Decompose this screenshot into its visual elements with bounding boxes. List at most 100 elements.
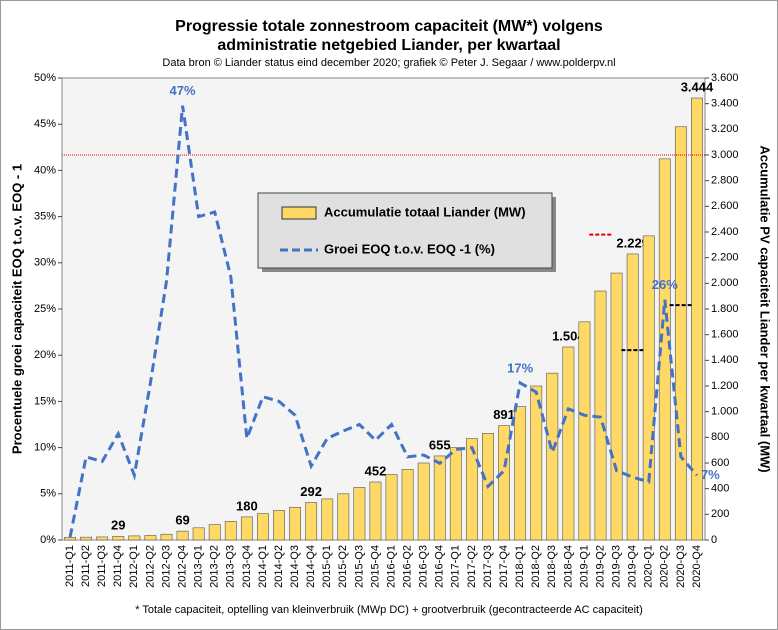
x-tick-label: 2016-Q4 — [434, 545, 446, 588]
bar — [224, 521, 237, 541]
x-tick-label: 2013-Q3 — [225, 545, 237, 588]
bar — [449, 447, 462, 541]
bar-value-label: 2.229 — [616, 235, 649, 250]
bar — [610, 272, 623, 541]
bar — [64, 537, 76, 541]
x-tick-label: 2012-Q3 — [160, 545, 172, 588]
bar — [160, 533, 173, 541]
y-tick-label: 0% — [40, 534, 56, 546]
x-tick-label: 2019-Q1 — [578, 545, 590, 588]
bar-value-label: 180 — [236, 498, 258, 513]
y2-tick-label: 1.000 — [711, 406, 739, 418]
bar-value-label: 891 — [493, 407, 515, 422]
x-tick-label: 2017-Q1 — [450, 545, 462, 588]
bar-value-label: 655 — [429, 437, 451, 452]
bar — [385, 474, 398, 541]
bar-value-label: 1.504 — [552, 328, 585, 343]
y-tick-label: 10% — [34, 442, 56, 454]
subtitle-part: eind december 2020 — [297, 57, 397, 69]
bar — [514, 406, 527, 541]
subtitle: Data bron © Liander status eind december… — [162, 57, 615, 69]
y-tick-label: 45% — [34, 118, 56, 130]
bar — [144, 535, 157, 541]
x-tick-label: 2019-Q2 — [594, 545, 606, 588]
y2-tick-label: 400 — [711, 483, 729, 495]
chart-title: Progressie totale zonnestroom capaciteit… — [175, 18, 603, 35]
y2-tick-label: 2.600 — [711, 200, 739, 212]
bar — [305, 502, 318, 541]
x-tick-label: 2014-Q2 — [273, 545, 285, 588]
x-tick-label: 2014-Q1 — [257, 545, 269, 588]
y2-tick-label: 3.600 — [711, 72, 739, 84]
bar — [208, 524, 221, 541]
subtitle-part: ; grafiek © Peter J. Segaar / www.polder… — [397, 57, 615, 69]
y2-tick-label: 2.400 — [711, 226, 739, 238]
bar — [498, 425, 510, 541]
x-tick-label: 2011-Q4 — [112, 545, 124, 587]
bar — [369, 481, 382, 541]
x-tick-label: 2016-Q3 — [418, 545, 430, 588]
x-tick-label: 2013-Q1 — [193, 545, 205, 588]
y-tick-label: 20% — [34, 349, 56, 361]
y-tick-label: 15% — [34, 395, 56, 407]
bar-value-label: 29 — [111, 518, 125, 533]
x-tick-label: 2018-Q2 — [530, 545, 542, 588]
bar — [691, 97, 703, 541]
x-tick-label: 2015-Q3 — [353, 545, 365, 588]
x-tick-label: 2015-Q1 — [321, 545, 333, 588]
bar — [321, 498, 334, 541]
line — [68, 105, 699, 538]
y2-tick-label: 1.200 — [711, 380, 739, 392]
bar — [562, 346, 575, 541]
bar — [192, 527, 205, 541]
x-tick-label: 2016-Q2 — [402, 545, 414, 588]
bar — [674, 126, 687, 541]
x-tick-label: 2012-Q1 — [128, 545, 140, 588]
bar — [96, 536, 109, 541]
y-axis-label: Procentuele groei capaciteit EOQ t.o.v. … — [9, 164, 24, 454]
x-tick-label: 2020-Q2 — [659, 545, 671, 588]
line-value-label: 17% — [507, 360, 533, 375]
bar — [401, 469, 414, 541]
bar-value-label: 292 — [300, 484, 322, 499]
plot: 0% 5% 10% 15% 20% 25% 30% 35% 40% 45% 50% 0 200 400 60… — [34, 72, 739, 588]
bar — [273, 510, 285, 541]
bar — [626, 253, 639, 541]
y2-tick-label: 3.000 — [711, 149, 739, 161]
bar — [546, 372, 559, 541]
x-tick-label: 2011-Q1 — [64, 545, 76, 587]
bar — [530, 385, 543, 541]
line-value-label: 7% — [701, 467, 720, 482]
legend — [257, 192, 553, 269]
x-tick-label: 2014-Q4 — [305, 545, 317, 588]
y-tick-label: 5% — [40, 488, 56, 500]
x-tick-label: 2017-Q3 — [482, 545, 494, 588]
y2-tick-label: 1.800 — [711, 303, 739, 315]
bar-value-label: 69 — [175, 513, 189, 528]
x-tick-label: 2018-Q1 — [514, 545, 526, 588]
x-tick-label: 2020-Q1 — [643, 545, 655, 588]
y2-tick-label: 800 — [711, 431, 729, 443]
y2-tick-label: 0 — [711, 534, 717, 546]
bar — [128, 535, 141, 541]
footnote: * Totale capaciteit, optelling van klein… — [135, 604, 643, 616]
x-tick-label: 2013-Q4 — [241, 545, 253, 588]
bar — [289, 506, 302, 541]
x-tick-label: 2012-Q4 — [176, 545, 188, 588]
x-tick-label: 2019-Q4 — [627, 545, 639, 588]
legend-swatch — [281, 206, 317, 220]
y2-tick-label: 600 — [711, 457, 729, 469]
y2-tick-label: 200 — [711, 508, 729, 520]
x-tick-label: 2011-Q2 — [80, 545, 92, 587]
y-tick-label: 30% — [34, 257, 56, 269]
x-tick-label: 2019-Q3 — [610, 545, 622, 588]
bar-value-label: 3.444 — [681, 79, 714, 94]
x-tick-label: 2014-Q3 — [289, 545, 301, 588]
x-tick-label: 2015-Q2 — [337, 545, 349, 588]
x-tick-label: 2017-Q2 — [466, 545, 478, 588]
chart-title: administratie netgebied Liander, per kwa… — [217, 37, 560, 54]
bar-value-label: 452 — [365, 463, 387, 478]
bar — [240, 516, 253, 541]
subtitle-part: Data bron © Liander status — [162, 57, 297, 69]
